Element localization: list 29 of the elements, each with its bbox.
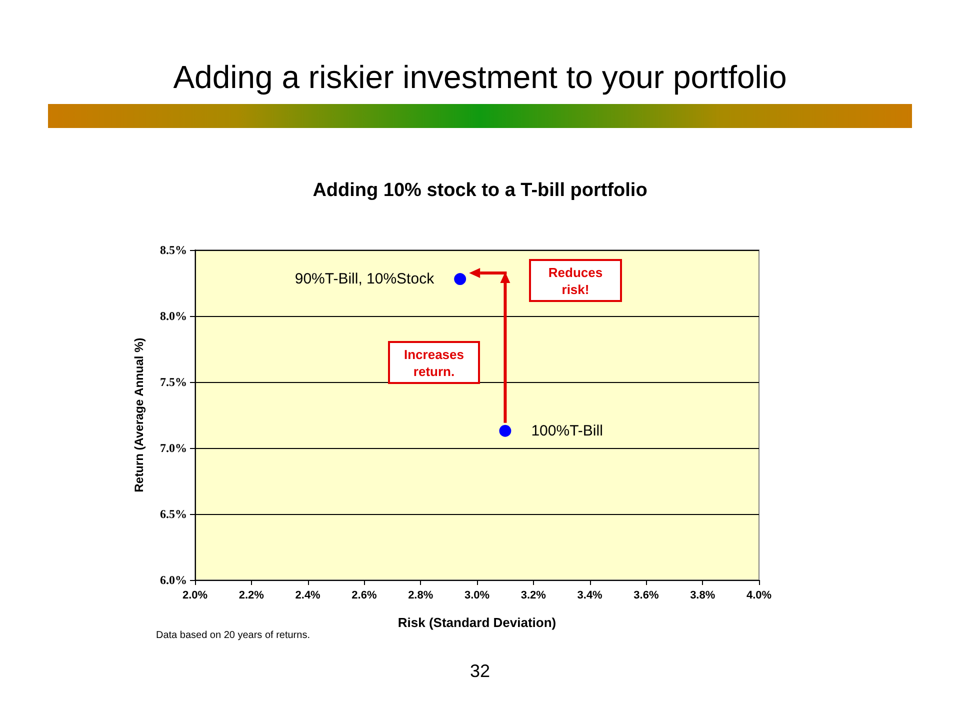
chart-title: Adding a riskier investment to your portfolio bbox=[173, 59, 787, 95]
y-tick-label: 8.0% bbox=[160, 309, 187, 323]
x-tick-label: 3.8% bbox=[690, 590, 716, 602]
x-tick-label: 2.2% bbox=[238, 590, 264, 602]
annotation: Reduces risk! bbox=[547, 264, 604, 298]
x-tick-label: 3.2% bbox=[520, 590, 546, 602]
series-label: 100%T-Bill bbox=[531, 422, 603, 440]
series-label: 90%T-Bill, 10%Stock bbox=[294, 270, 435, 288]
x-tick-label: 3.0% bbox=[464, 590, 490, 602]
y-tick-label: 6.0% bbox=[160, 573, 187, 587]
x-tick-label: 2.8% bbox=[408, 590, 434, 602]
annotation: Increases return. bbox=[403, 346, 465, 380]
y-tick-label: 8.5% bbox=[160, 243, 187, 257]
x-axis-title: Risk (Standard Deviation) bbox=[398, 615, 556, 630]
x-tick-label: 3.4% bbox=[577, 590, 603, 602]
chart-subtitle: Adding 10% stock to a T-bill portfolio bbox=[312, 180, 648, 201]
y-tick-label: 7.5% bbox=[160, 375, 187, 389]
text: Data based on 20 years of returns. bbox=[156, 630, 310, 641]
text: 32 bbox=[470, 661, 490, 681]
y-tick-label: 6.5% bbox=[160, 507, 187, 521]
x-tick-label: 4.0% bbox=[746, 590, 772, 602]
callout-box: Increases return. bbox=[388, 341, 480, 384]
x-tick-label: 2.6% bbox=[352, 590, 377, 602]
y-axis-title: Return (Average Annual %) bbox=[132, 338, 146, 492]
x-tick-label: 2.0% bbox=[182, 590, 208, 602]
x-tick-label: 2.4% bbox=[295, 590, 321, 602]
x-tick-label: 3.6% bbox=[634, 590, 659, 602]
y-tick-label: 7.0% bbox=[160, 441, 187, 455]
callout-box: Reduces risk! bbox=[529, 259, 622, 302]
